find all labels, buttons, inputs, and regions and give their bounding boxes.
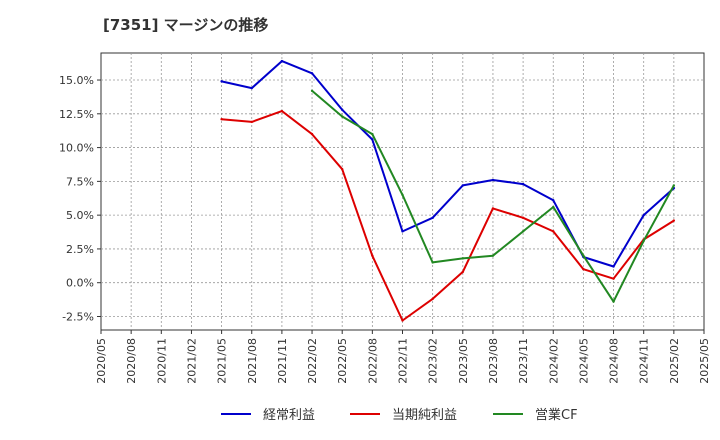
data-point xyxy=(371,138,374,141)
x-tick-label: 2020/11 xyxy=(155,338,168,384)
legend: 経常利益 当期純利益 営業CF xyxy=(221,407,578,423)
data-point xyxy=(401,230,404,233)
data-point xyxy=(250,86,253,90)
data-point xyxy=(582,254,585,257)
y-tick-label: 2.5% xyxy=(66,243,94,256)
data-point xyxy=(250,120,253,124)
data-point xyxy=(491,178,495,182)
plot-area xyxy=(100,52,705,331)
data-point xyxy=(521,216,525,220)
data-point xyxy=(341,115,344,118)
data-point xyxy=(612,277,615,280)
series-line xyxy=(221,60,675,268)
grid xyxy=(101,53,704,330)
x-tick-label: 2024/05 xyxy=(577,338,590,384)
data-point xyxy=(552,199,555,202)
y-tick-label: 0.0% xyxy=(66,277,94,290)
data-point xyxy=(461,257,464,260)
x-tick-label: 2022/11 xyxy=(397,338,410,384)
data-point xyxy=(491,207,495,210)
data-point xyxy=(582,267,585,271)
y-tick-label: 10.0% xyxy=(59,142,94,155)
data-point xyxy=(431,261,434,264)
legend-label: 経常利益 xyxy=(263,408,315,423)
data-point xyxy=(552,230,555,233)
x-tick-label: 2023/05 xyxy=(457,338,470,384)
data-point xyxy=(401,193,404,197)
data-point xyxy=(220,118,223,121)
x-tick-label: 2023/02 xyxy=(427,338,440,384)
x-tick-label: 2022/05 xyxy=(336,338,349,384)
x-tick-label: 2025/02 xyxy=(668,338,681,384)
data-point xyxy=(371,132,374,136)
data-point xyxy=(612,265,615,268)
data-point xyxy=(672,184,676,187)
data-point xyxy=(401,319,404,322)
data-point xyxy=(310,89,314,93)
data-point xyxy=(341,168,344,171)
data-point xyxy=(672,219,676,222)
x-tick-label: 2024/08 xyxy=(608,338,621,384)
data-point xyxy=(280,109,284,113)
data-point xyxy=(431,216,434,220)
data-point xyxy=(491,254,495,257)
x-tick-label: 2023/08 xyxy=(487,338,500,384)
data-point xyxy=(310,72,314,75)
y-tick-label: -2.5% xyxy=(62,310,94,323)
x-tick-label: 2021/02 xyxy=(185,338,198,384)
x-axis: 2020/05 2020/08 2020/11 2021/02 2021/05 2021/… xyxy=(95,330,711,384)
x-tick-label: 2024/02 xyxy=(547,338,560,384)
data-point xyxy=(642,239,645,243)
x-tick-label: 2021/08 xyxy=(246,338,259,384)
data-point xyxy=(612,300,615,303)
x-tick-label: 2024/11 xyxy=(638,338,651,384)
x-tick-label: 2021/05 xyxy=(216,338,229,384)
data-point xyxy=(521,230,525,233)
y-tick-label: 5.0% xyxy=(66,209,94,222)
y-tick-label: 7.5% xyxy=(66,175,94,188)
data-point xyxy=(280,59,284,63)
data-point xyxy=(461,270,464,274)
data-point xyxy=(552,205,555,209)
x-tick-label: 2020/05 xyxy=(95,338,108,384)
data-point xyxy=(371,254,374,257)
y-tick-label: 12.5% xyxy=(59,108,94,121)
data-point xyxy=(461,184,464,187)
series-lines xyxy=(220,59,676,322)
data-point xyxy=(310,132,314,136)
data-point xyxy=(341,108,344,111)
legend-label: 営業CF xyxy=(535,407,578,423)
y-axis: -2.5% 0.0% 2.5% 5.0% 7.5% 10.0% 12.5% 15.0% xyxy=(59,74,101,323)
data-point xyxy=(220,80,223,83)
data-point xyxy=(521,182,525,186)
series-line xyxy=(221,110,675,322)
x-tick-label: 2025/05 xyxy=(698,338,711,384)
x-tick-label: 2020/08 xyxy=(125,338,138,384)
x-tick-label: 2021/11 xyxy=(276,338,289,384)
x-tick-label: 2022/02 xyxy=(306,338,319,384)
legend-label: 当期純利益 xyxy=(392,408,457,423)
data-point xyxy=(431,297,434,301)
x-tick-label: 2022/08 xyxy=(366,338,379,384)
x-tick-label: 2023/11 xyxy=(517,338,530,384)
data-point xyxy=(642,213,645,217)
y-tick-label: 15.0% xyxy=(59,74,94,87)
chart-title: [7351] マージンの推移 xyxy=(103,16,269,34)
